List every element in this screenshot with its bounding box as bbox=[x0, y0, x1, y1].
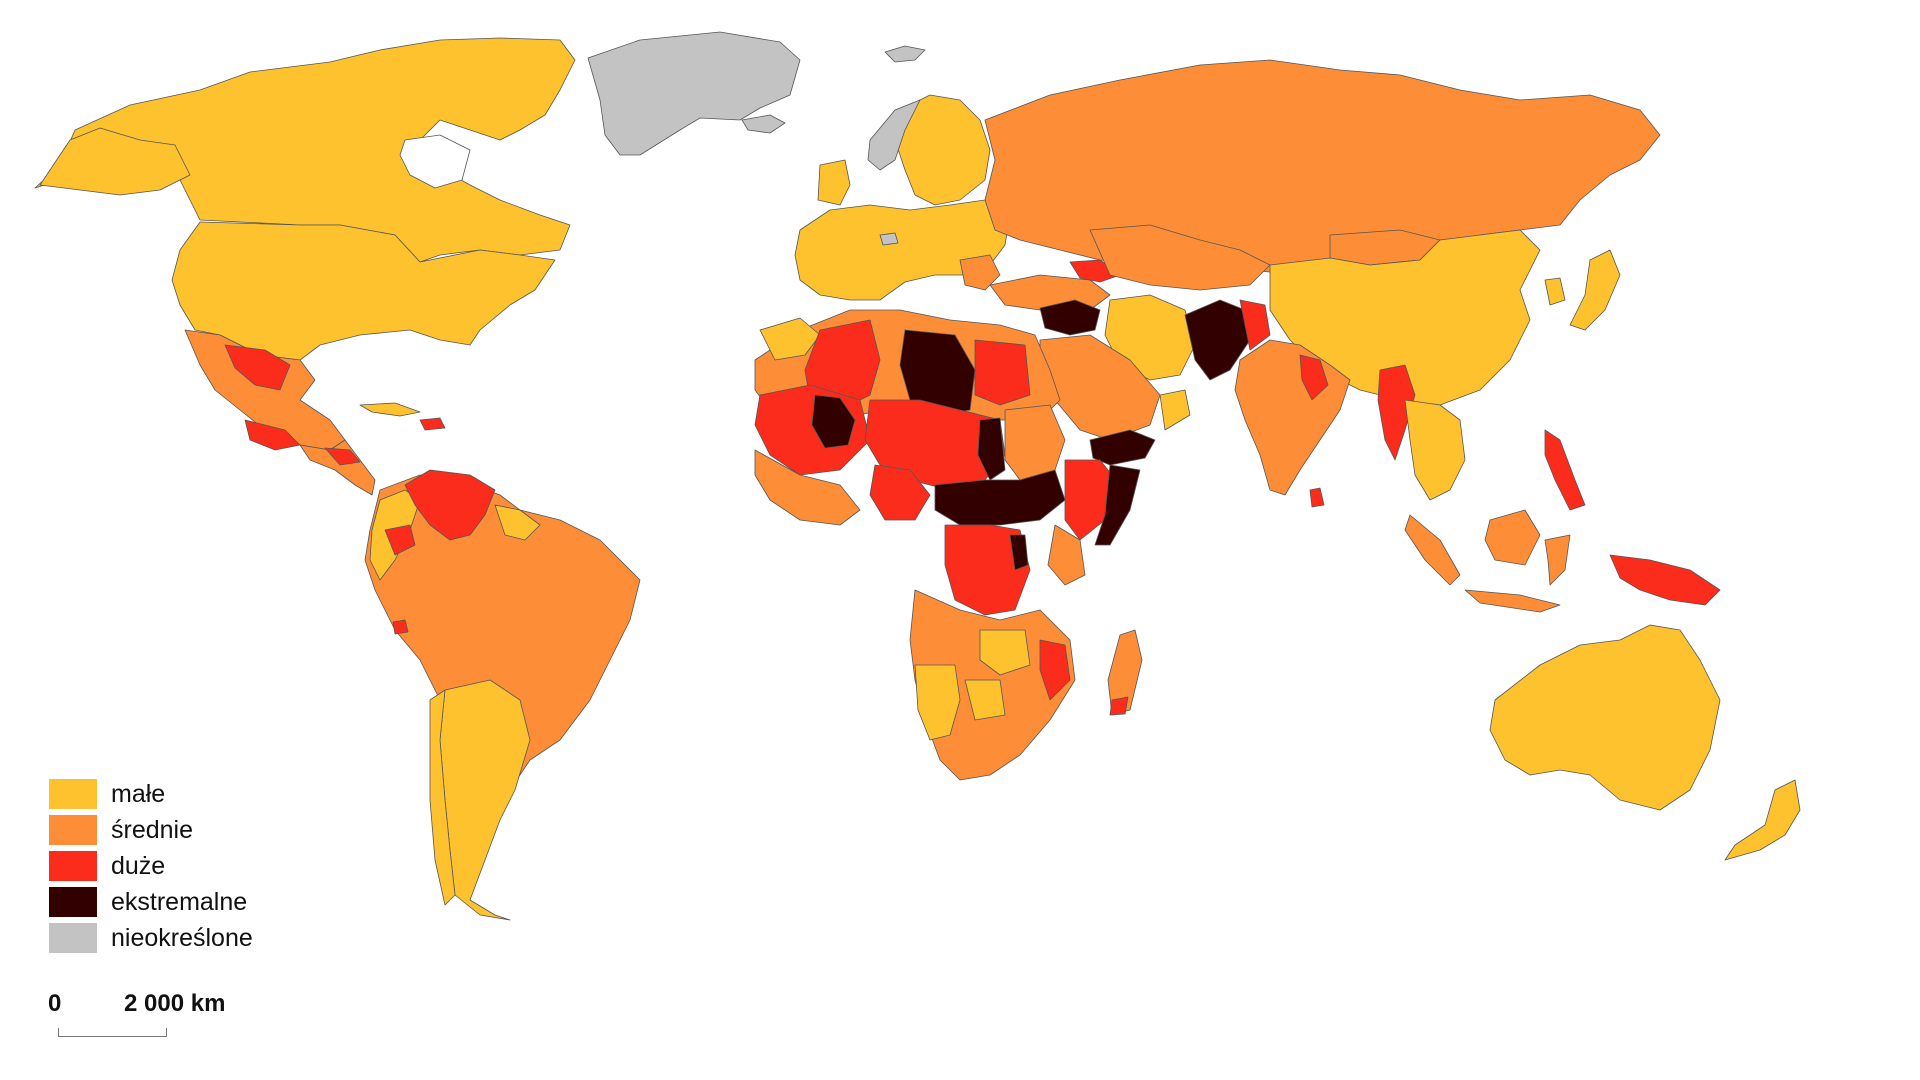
region-turkey bbox=[989, 274, 1111, 311]
region-new-guinea bbox=[1609, 554, 1721, 606]
scale-zero-label: 0 bbox=[48, 990, 62, 1017]
region-sulawesi bbox=[1544, 534, 1571, 586]
region-honduras bbox=[324, 447, 361, 466]
legend-label-ekstremalne: ekstremalne bbox=[111, 888, 248, 916]
region-hudson-bay bbox=[399, 134, 471, 189]
region-zambia bbox=[979, 629, 1031, 676]
region-cuba bbox=[359, 402, 421, 417]
region-nigeria bbox=[869, 464, 931, 521]
region-pakistan-east bbox=[1239, 299, 1271, 351]
region-uk bbox=[817, 159, 851, 206]
region-kenya bbox=[1047, 524, 1086, 586]
region-iceland bbox=[741, 114, 786, 134]
legend-item-duze: duże bbox=[49, 848, 253, 884]
region-java-strip bbox=[1464, 589, 1561, 613]
region-oman bbox=[1159, 389, 1191, 431]
region-haiti bbox=[419, 417, 446, 431]
region-india-east bbox=[1299, 354, 1329, 401]
scale-distance-label: 2 000 km bbox=[124, 990, 226, 1017]
region-kazakhstan bbox=[1089, 224, 1271, 291]
region-botswana bbox=[964, 679, 1006, 721]
legend-label-male: małe bbox=[111, 780, 166, 808]
region-chile bbox=[429, 689, 456, 906]
region-drc-east-extreme bbox=[1009, 534, 1029, 571]
region-caucasus bbox=[1069, 259, 1121, 283]
legend-swatch-duze bbox=[49, 851, 97, 881]
region-mozambique bbox=[1039, 639, 1071, 701]
region-usa bbox=[171, 221, 556, 361]
legend-label-nieokreslone: nieokreślone bbox=[111, 924, 253, 952]
scale-bar: 0 2 000 km bbox=[48, 990, 248, 1050]
region-madagascar bbox=[1107, 629, 1143, 716]
region-japan bbox=[1569, 249, 1621, 331]
region-russia bbox=[984, 59, 1661, 276]
legend-label-duze: duże bbox=[111, 852, 166, 880]
region-afghanistan-pakistan bbox=[1184, 299, 1251, 381]
legend-item-male: małe bbox=[49, 776, 253, 812]
region-borneo bbox=[1484, 509, 1541, 566]
region-peru-spot bbox=[392, 619, 409, 635]
region-sri-lanka bbox=[1309, 487, 1325, 508]
region-somalia bbox=[1094, 464, 1141, 546]
region-korea bbox=[1544, 277, 1566, 306]
region-svalbard bbox=[884, 45, 926, 63]
region-sudan-strip bbox=[977, 417, 1006, 481]
region-new-zealand bbox=[1724, 779, 1801, 861]
legend-item-srednie: średnie bbox=[49, 812, 253, 848]
legend-item-nieokreslone: nieokreślone bbox=[49, 920, 253, 956]
region-yemen bbox=[1089, 429, 1156, 466]
region-colombia-inner bbox=[384, 524, 416, 556]
region-mexico-north bbox=[224, 344, 291, 391]
region-balkans bbox=[959, 254, 1001, 291]
region-west-africa-coast bbox=[754, 449, 861, 526]
region-mali-inner bbox=[811, 394, 856, 449]
legend-swatch-ekstremalne bbox=[49, 887, 97, 917]
legend-label-srednie: średnie bbox=[111, 816, 193, 844]
region-egypt bbox=[974, 339, 1031, 406]
region-morocco bbox=[759, 317, 821, 361]
region-philippines bbox=[1544, 429, 1586, 511]
region-norway-grey bbox=[867, 99, 921, 171]
legend-swatch-male bbox=[49, 779, 97, 809]
legend: małe średnie duże ekstremalne nieokreślo… bbox=[49, 776, 253, 956]
region-venezuela bbox=[404, 469, 496, 541]
region-central-america bbox=[299, 439, 376, 496]
region-guyana bbox=[494, 504, 541, 541]
region-greenland bbox=[587, 31, 801, 156]
region-swiss-grey bbox=[879, 232, 899, 246]
region-south-america bbox=[364, 474, 641, 801]
region-central-africa-extreme bbox=[934, 469, 1066, 526]
legend-swatch-nieokreslone bbox=[49, 923, 97, 953]
region-angola-namibia bbox=[914, 664, 961, 741]
region-drc bbox=[944, 524, 1031, 616]
region-madagascar-south bbox=[1109, 696, 1129, 716]
region-scandinavia bbox=[894, 94, 991, 206]
region-mexico-south bbox=[244, 419, 301, 451]
region-myanmar bbox=[1377, 364, 1416, 461]
legend-swatch-srednie bbox=[49, 815, 97, 845]
region-sumatra bbox=[1404, 514, 1461, 586]
region-canada bbox=[34, 37, 576, 263]
region-alaska bbox=[39, 127, 191, 196]
region-syria-iraq bbox=[1039, 299, 1101, 336]
region-southeast-asia bbox=[1404, 399, 1466, 501]
scale-bar-line bbox=[58, 1028, 167, 1037]
region-sudan bbox=[1004, 404, 1066, 481]
region-australia bbox=[1489, 624, 1721, 811]
legend-item-ekstremalne: ekstremalne bbox=[49, 884, 253, 920]
